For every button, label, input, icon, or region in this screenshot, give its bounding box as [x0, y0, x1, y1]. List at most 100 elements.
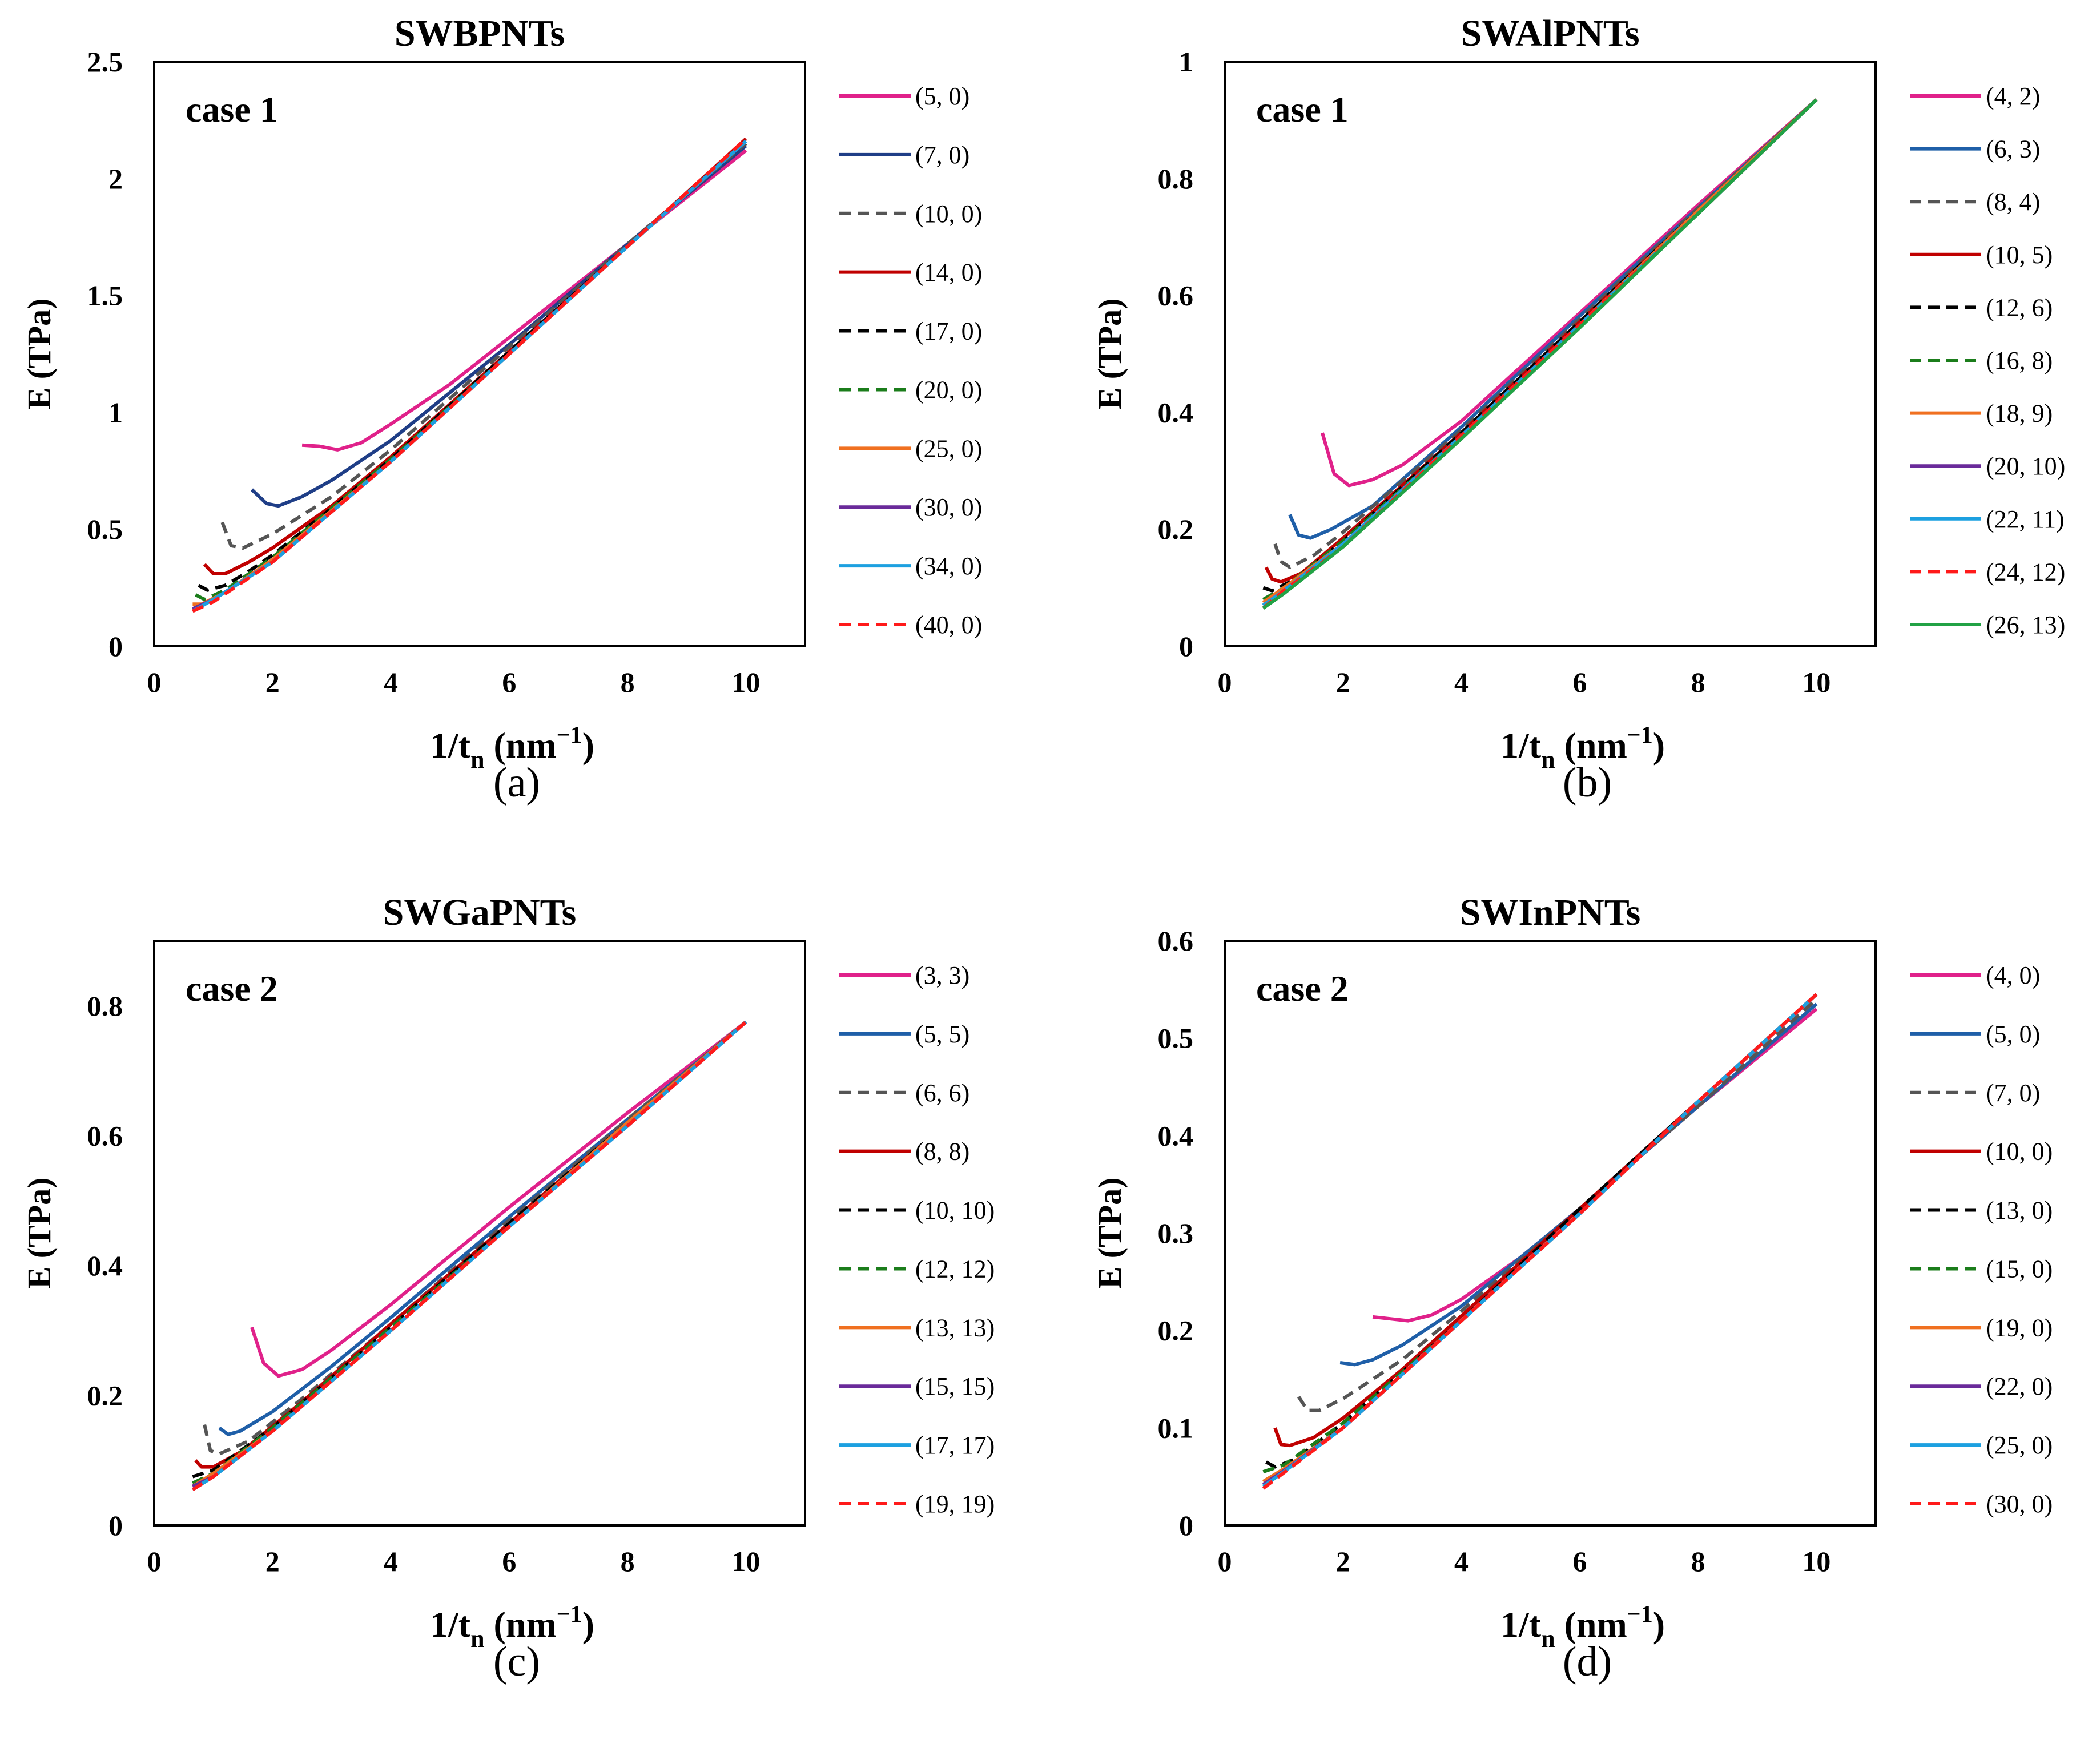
y-tick-label: 0.5 — [87, 513, 123, 545]
y-tick-label: 0 — [1179, 630, 1193, 662]
legend-label: (13, 0) — [1986, 1197, 2053, 1225]
x-tick-label: 10 — [731, 1545, 760, 1577]
x-tick-label: 8 — [1691, 666, 1705, 698]
x-tick-label: 0 — [147, 1545, 162, 1577]
y-tick-label: 0 — [108, 1509, 123, 1541]
legend-label: (26, 13) — [1986, 611, 2065, 639]
legend-label: (5, 0) — [915, 82, 969, 110]
plot-area-frame — [153, 61, 806, 647]
legend-label: (24, 12) — [1986, 558, 2065, 586]
x-tick-label: 6 — [502, 1545, 516, 1577]
series-line-10 — [191, 1020, 747, 1491]
panel-label: (b) — [1563, 759, 1612, 806]
chart-title: SWBPNTs — [395, 13, 565, 54]
x-tick-label: 0 — [1218, 1545, 1232, 1577]
x-tick-label: 2 — [1336, 666, 1350, 698]
case-label: case 2 — [186, 968, 278, 1009]
x-tick-label: 10 — [1802, 666, 1830, 698]
plot-area-frame — [1224, 61, 1877, 647]
series-line-2 — [1288, 98, 1818, 540]
legend-label: (25, 0) — [915, 434, 982, 462]
x-tick-label: 0 — [147, 666, 162, 698]
x-tick-label: 0 — [1218, 666, 1232, 698]
legend-label: (19, 0) — [1986, 1314, 2053, 1342]
x-tick-label: 4 — [384, 1545, 398, 1577]
y-axis-label: E (TPa) — [1091, 299, 1128, 410]
legend-label: (13, 13) — [915, 1314, 995, 1342]
y-tick-label: 1.5 — [87, 280, 123, 312]
x-tick-label: 8 — [1691, 1545, 1705, 1577]
series-line-10 — [1262, 993, 1818, 1490]
legend-label: (7, 0) — [915, 141, 969, 169]
panel-label: (d) — [1563, 1638, 1612, 1685]
y-tick-label: 0.2 — [1158, 513, 1194, 545]
legend-label: (5, 0) — [1986, 1020, 2040, 1048]
legend-label: (34, 0) — [915, 552, 982, 580]
legend-label: (18, 9) — [1986, 400, 2053, 428]
legend-label: (8, 8) — [915, 1138, 969, 1166]
series-line-1 — [1321, 98, 1818, 488]
panel-1: SWBPNTs case 1 0 2 4 6 8 10 0 0.5 1 1.5 2 2.5 E (TPa) 1… — [21, 13, 982, 806]
y-tick-label: 0.2 — [87, 1379, 123, 1411]
series-line-2 — [250, 144, 747, 508]
x-tick-label: 4 — [384, 666, 398, 698]
y-tick-label: 0.4 — [1158, 1119, 1194, 1151]
x-tick-label: 2 — [265, 1545, 280, 1577]
series-line-3 — [1273, 98, 1818, 569]
legend-label: (40, 0) — [915, 611, 982, 639]
series-line-1 — [250, 1020, 747, 1378]
panel-4: SWInPNTs case 2 0 2 4 6 8 10 0 0.1 0.2 0.3 0.4 0.5 0.6… — [1091, 892, 2053, 1685]
panel-3: SWGaPNTs case 2 0 2 4 6 8 10 0 0.2 0.4 0.6 0.8 E (TPa… — [21, 892, 995, 1685]
series-line-3 — [203, 1020, 747, 1456]
legend-label: (17, 17) — [915, 1431, 995, 1459]
y-tick-label: 0 — [1179, 1509, 1193, 1541]
chart-title: SWInPNTs — [1460, 892, 1641, 933]
panel-label: (c) — [493, 1638, 540, 1685]
legend-label: (4, 2) — [1986, 82, 2040, 110]
legend-label: (20, 10) — [1986, 452, 2065, 480]
y-tick-label: 0.4 — [1158, 396, 1194, 428]
legend-label: (4, 0) — [1986, 961, 2040, 989]
legend-label: (6, 3) — [1986, 135, 2040, 163]
legend-label: (22, 0) — [1986, 1372, 2053, 1400]
x-axis-label: 1/tn (nm−1) — [1500, 1601, 1665, 1653]
y-tick-label: 0.8 — [87, 990, 123, 1022]
y-tick-label: 0.4 — [87, 1250, 123, 1282]
legend-label: (22, 11) — [1986, 505, 2065, 533]
y-tick-label: 1 — [1179, 46, 1193, 78]
y-tick-label: 0.6 — [1158, 925, 1194, 957]
series-line-11 — [1262, 98, 1818, 610]
y-tick-label: 1 — [108, 396, 123, 428]
y-tick-label: 0.3 — [1158, 1217, 1194, 1249]
panel-label: (a) — [493, 759, 540, 806]
plot-area-frame — [153, 940, 806, 1527]
x-tick-label: 6 — [1572, 1545, 1587, 1577]
y-axis-label: E (TPa) — [1091, 1178, 1128, 1289]
chart-title: SWGaPNTs — [383, 892, 577, 933]
series-line-6 — [1262, 993, 1818, 1473]
x-tick-label: 10 — [1802, 1545, 1830, 1577]
legend-label: (8, 4) — [1986, 188, 2040, 216]
x-tick-label: 4 — [1454, 1545, 1469, 1577]
case-label: case 1 — [1256, 89, 1349, 130]
legend-label: (15, 0) — [1986, 1255, 2053, 1283]
series-line-10 — [192, 137, 747, 613]
y-axis-label: E (TPa) — [21, 1178, 58, 1289]
panel-2: SWAlPNTs case 1 0 2 4 6 8 10 0 0.2 0.4 0.6 0.8 1 E (TP… — [1091, 13, 2065, 806]
x-tick-label: 10 — [731, 666, 760, 698]
legend-label: (14, 0) — [915, 259, 982, 287]
legend-label: (20, 0) — [915, 376, 982, 404]
x-tick-label: 6 — [502, 666, 516, 698]
x-tick-label: 8 — [621, 666, 635, 698]
legend-label: (12, 6) — [1986, 293, 2053, 321]
legend-label: (12, 12) — [915, 1255, 995, 1283]
y-tick-label: 2 — [108, 163, 123, 195]
legend-label: (30, 0) — [1986, 1490, 2053, 1518]
y-tick-label: 0.8 — [1158, 163, 1194, 195]
legend-label: (17, 0) — [915, 317, 982, 345]
legend-label: (3, 3) — [915, 961, 969, 989]
x-tick-label: 6 — [1572, 666, 1587, 698]
legend-label: (6, 6) — [915, 1079, 969, 1107]
series-line-4 — [203, 137, 747, 575]
